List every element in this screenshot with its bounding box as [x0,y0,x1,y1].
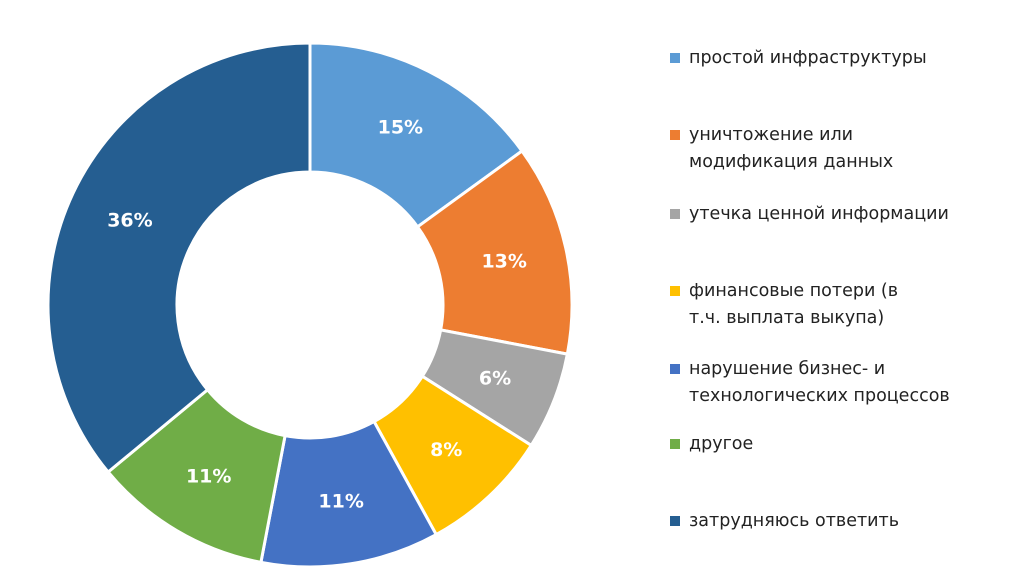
legend-swatch-4 [670,364,680,374]
legend-label-4: нарушение бизнес- и технологических проц… [689,359,950,406]
legend-label-6: затрудняюсь ответить [689,511,900,531]
data-label-4: 11% [318,491,363,513]
donut-slice-0 [308,41,525,229]
legend-item-6: затрудняюсь ответить [670,508,1009,535]
legend-item-3: финансовые потери (в т.ч. выплата выкупа… [670,278,919,332]
legend-item-0: простой инфраструктуры [670,45,1009,72]
legend-label-2: утечка ценной информации [689,204,949,224]
legend-item-5: другое [670,431,1009,458]
legend-item-2: утечка ценной информации [670,201,1009,228]
data-label-3: 8% [430,439,462,461]
legend-item-4: нарушение бизнес- и технологических проц… [670,356,1027,410]
legend-swatch-0 [670,53,680,63]
data-label-6: 36% [107,209,152,231]
data-label-5: 11% [186,465,231,487]
data-label-0: 15% [378,117,423,139]
donut-chart: 15% 13% 6% 8% 11% 11% 36% [46,41,574,569]
legend-swatch-2 [670,209,680,219]
data-label-2: 6% [479,367,511,389]
legend-label-0: простой инфраструктуры [689,48,927,68]
legend-item-1: уничтожение или модификация данных [670,122,909,176]
donut-data-labels: 15% 13% 6% 8% 11% 11% 36% [107,117,527,513]
donut-slices [46,41,574,569]
data-label-1: 13% [481,251,526,273]
legend-swatch-6 [670,516,680,526]
legend-swatch-1 [670,130,680,140]
donut-slice-6 [46,41,312,475]
legend-label-5: другое [689,434,754,454]
legend-label-1: уничтожение или модификация данных [689,125,894,172]
legend-swatch-3 [670,286,680,296]
legend-swatch-5 [670,439,680,449]
legend-label-3: финансовые потери (в т.ч. выплата выкупа… [689,281,899,328]
